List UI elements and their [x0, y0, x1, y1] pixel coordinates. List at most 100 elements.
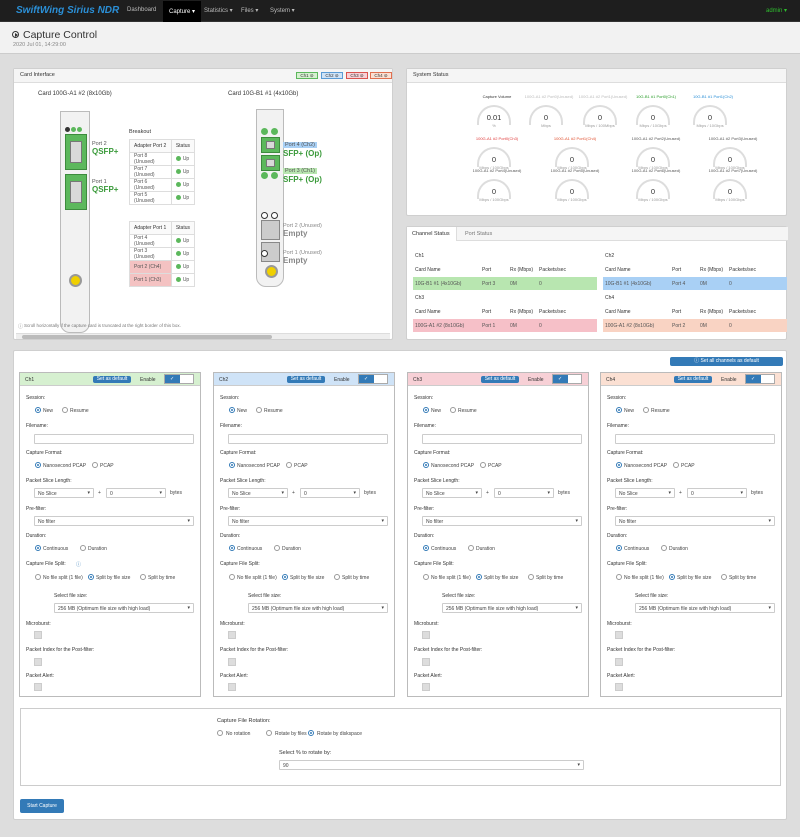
enable-toggle[interactable] — [745, 374, 775, 384]
radio-pcap[interactable] — [92, 462, 98, 468]
slice-bytes-input[interactable]: 0 — [300, 488, 360, 498]
radio-rotate-files[interactable] — [266, 730, 272, 736]
nav-user-menu[interactable]: admin ▾ — [766, 8, 788, 14]
slice-select[interactable]: No Slice — [422, 488, 482, 498]
enable-toggle[interactable] — [358, 374, 388, 384]
slice-bytes-input[interactable]: 0 — [106, 488, 166, 498]
set-default-button[interactable]: Set as default — [481, 376, 519, 383]
nav-statistics[interactable]: Statistics ▾ — [204, 8, 233, 14]
horizontal-scrollbar[interactable] — [16, 333, 390, 339]
radio-duration[interactable] — [80, 545, 86, 551]
radio-split-time[interactable] — [528, 574, 534, 580]
radio-ns-pcap[interactable] — [35, 462, 41, 468]
microburst-checkbox[interactable] — [34, 631, 42, 639]
radio-split-time[interactable] — [140, 574, 146, 580]
radio-continuous[interactable] — [35, 545, 41, 551]
radio-split-size[interactable] — [669, 574, 675, 580]
packet-alert-checkbox[interactable] — [615, 683, 623, 691]
radio-pcap[interactable] — [673, 462, 679, 468]
filename-input[interactable] — [422, 434, 582, 444]
packet-alert-checkbox[interactable] — [422, 683, 430, 691]
radio-duration[interactable] — [661, 545, 667, 551]
radio-ns-pcap[interactable] — [616, 462, 622, 468]
packet-index-checkbox[interactable] — [228, 658, 236, 666]
slice-select[interactable]: No Slice — [615, 488, 675, 498]
slice-bytes-input[interactable]: 0 — [494, 488, 554, 498]
scrollbar-thumb[interactable] — [22, 335, 272, 339]
slice-select[interactable]: No Slice — [228, 488, 288, 498]
radio-rotate-diskspace[interactable] — [308, 730, 314, 736]
radio-no-rotation[interactable] — [217, 730, 223, 736]
radio-no-split[interactable] — [616, 574, 622, 580]
tab-channel-status[interactable]: Channel Status — [407, 227, 457, 241]
file-size-select[interactable]: 256 MB (Optimum file size with high load… — [442, 603, 582, 613]
rotate-percent-select[interactable]: 90 — [279, 760, 584, 770]
packet-index-checkbox[interactable] — [34, 658, 42, 666]
enable-toggle[interactable] — [164, 374, 194, 384]
packet-alert-checkbox[interactable] — [34, 683, 42, 691]
chip-ch4[interactable]: Ch4 ⊘ — [370, 72, 392, 79]
radio-resume[interactable] — [643, 407, 649, 413]
radio-continuous[interactable] — [616, 545, 622, 551]
radio-no-split[interactable] — [423, 574, 429, 580]
microburst-checkbox[interactable] — [615, 631, 623, 639]
prefilter-select[interactable]: No filter — [34, 516, 194, 526]
radio-no-split[interactable] — [229, 574, 235, 580]
radio-pcap[interactable] — [286, 462, 292, 468]
set-default-button[interactable]: Set as default — [93, 376, 131, 383]
card2-port4[interactable] — [261, 137, 280, 153]
nav-files[interactable]: Files ▾ — [241, 8, 259, 14]
radio-resume[interactable] — [450, 407, 456, 413]
prefilter-select[interactable]: No filter — [228, 516, 388, 526]
file-size-select[interactable]: 256 MB (Optimum file size with high load… — [635, 603, 775, 613]
slice-select[interactable]: No Slice — [34, 488, 94, 498]
radio-continuous[interactable] — [229, 545, 235, 551]
enable-toggle[interactable] — [552, 374, 582, 384]
radio-new[interactable] — [35, 407, 41, 413]
radio-ns-pcap[interactable] — [229, 462, 235, 468]
microburst-checkbox[interactable] — [422, 631, 430, 639]
card2-port2-empty[interactable] — [261, 220, 280, 240]
radio-continuous[interactable] — [423, 545, 429, 551]
radio-resume[interactable] — [62, 407, 68, 413]
tab-port-status[interactable]: Port Status — [457, 227, 788, 241]
filename-input[interactable] — [228, 434, 388, 444]
radio-split-size[interactable] — [476, 574, 482, 580]
microburst-checkbox[interactable] — [228, 631, 236, 639]
file-size-select[interactable]: 256 MB (Optimum file size with high load… — [248, 603, 388, 613]
radio-no-split[interactable] — [35, 574, 41, 580]
radio-split-size[interactable] — [282, 574, 288, 580]
card2-port3[interactable] — [261, 155, 280, 171]
card1-port1[interactable] — [65, 174, 87, 210]
nav-system[interactable]: System ▾ — [270, 8, 295, 14]
radio-duration[interactable] — [274, 545, 280, 551]
filename-input[interactable] — [615, 434, 775, 444]
start-capture-button[interactable]: Start Capture — [20, 799, 64, 813]
radio-split-size[interactable] — [88, 574, 94, 580]
card1-port2[interactable] — [65, 134, 87, 170]
radio-new[interactable] — [229, 407, 235, 413]
radio-duration[interactable] — [468, 545, 474, 551]
set-default-button[interactable]: Set as default — [287, 376, 325, 383]
prefilter-select[interactable]: No filter — [615, 516, 775, 526]
radio-split-time[interactable] — [334, 574, 340, 580]
radio-split-time[interactable] — [721, 574, 727, 580]
packet-index-checkbox[interactable] — [422, 658, 430, 666]
radio-new[interactable] — [423, 407, 429, 413]
nav-capture[interactable]: Capture ▾ — [163, 1, 202, 22]
chip-ch2[interactable]: Ch2 ⊘ — [321, 72, 343, 79]
nav-dashboard[interactable]: Dashboard — [127, 7, 157, 13]
set-default-button[interactable]: Set as default — [674, 376, 712, 383]
packet-index-checkbox[interactable] — [615, 658, 623, 666]
radio-resume[interactable] — [256, 407, 262, 413]
chip-ch3[interactable]: Ch3 ⊘ — [346, 72, 368, 79]
radio-ns-pcap[interactable] — [423, 462, 429, 468]
prefilter-select[interactable]: No filter — [422, 516, 582, 526]
file-size-select[interactable]: 256 MB (Optimum file size with high load… — [54, 603, 194, 613]
radio-new[interactable] — [616, 407, 622, 413]
packet-alert-checkbox[interactable] — [228, 683, 236, 691]
radio-pcap[interactable] — [480, 462, 486, 468]
slice-bytes-input[interactable]: 0 — [687, 488, 747, 498]
filename-input[interactable] — [34, 434, 194, 444]
brand-logo[interactable]: SwiftWing Sirius NDR — [16, 5, 119, 16]
